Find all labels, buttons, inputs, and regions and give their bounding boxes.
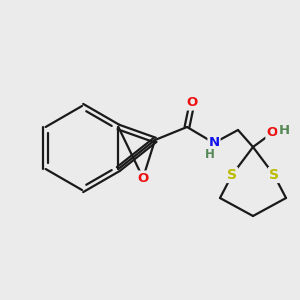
Text: H: H: [278, 124, 290, 137]
Text: S: S: [227, 168, 237, 182]
Text: S: S: [269, 168, 279, 182]
Text: O: O: [266, 127, 278, 140]
Text: O: O: [137, 172, 148, 184]
Text: O: O: [186, 97, 198, 110]
Text: N: N: [208, 136, 220, 149]
Text: H: H: [205, 148, 215, 160]
